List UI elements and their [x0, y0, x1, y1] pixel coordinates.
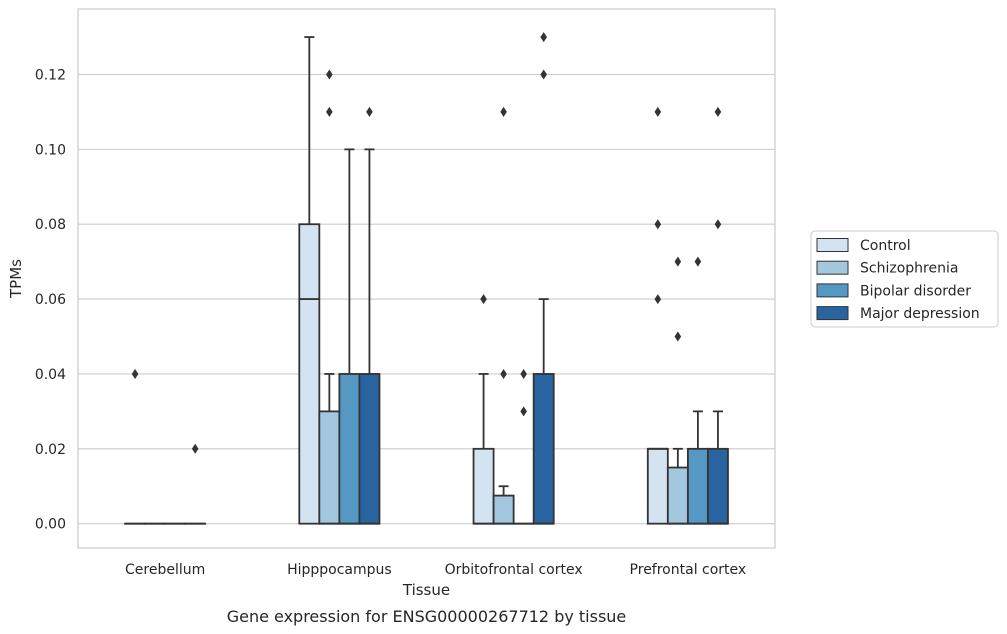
- series-boxes: [144, 69, 689, 525]
- x-tick-label: Cerebellum: [125, 562, 205, 578]
- x-tick-label: Orbitofrontal cortex: [445, 562, 583, 578]
- box-plot-item: [492, 106, 515, 525]
- box-plot-item: [184, 443, 207, 525]
- box-plot-item: [707, 106, 729, 525]
- x-axis-title: Tissue: [402, 581, 450, 599]
- y-tick-label: 0.10: [35, 142, 66, 158]
- outlier-point: [674, 256, 682, 267]
- box-plot-item: [532, 32, 555, 525]
- outlier-point: [520, 368, 527, 379]
- legend-frame: [810, 230, 999, 328]
- box: [646, 447, 669, 525]
- box-plot-item: [646, 106, 669, 525]
- box-plot-item: [318, 69, 341, 525]
- outlier-point: [326, 69, 333, 80]
- x-tick-label: Prefrontal cortex: [630, 562, 747, 578]
- outlier-point: [714, 106, 722, 117]
- outlier-point: [191, 443, 199, 454]
- outlier-point: [654, 106, 662, 117]
- legend-swatch: [816, 283, 849, 298]
- outlier-point: [500, 368, 507, 379]
- outlier-point: [674, 331, 682, 342]
- box-groups: [124, 32, 729, 525]
- outlier-point: [694, 256, 702, 267]
- series-boxes: [124, 36, 669, 525]
- outlier-point: [520, 406, 527, 417]
- legend-swatch: [816, 306, 849, 321]
- figure-caption: Gene expression for ENSG00000267712 by t…: [227, 607, 627, 626]
- legend: Control Schizophrenia Bipolar disorder Majo…: [810, 230, 999, 328]
- y-tick-label: 0.12: [35, 68, 66, 84]
- box: [686, 447, 709, 525]
- legend-label: Schizophrenia: [860, 261, 958, 277]
- outlier-point: [500, 106, 507, 117]
- y-axis: 0.00 0.02 0.04 0.06 0.08 0.10 0.12: [35, 68, 66, 533]
- legend-label: Bipolar disorder: [860, 283, 971, 299]
- box: [666, 466, 689, 525]
- box: [492, 494, 515, 525]
- box: [472, 447, 495, 525]
- box-plot-item: [298, 36, 321, 525]
- y-tick-label: 0.02: [35, 442, 66, 458]
- outlier-point: [480, 294, 487, 305]
- outlier-point: [540, 69, 547, 80]
- box: [532, 373, 555, 525]
- box-plot-item: [472, 294, 495, 525]
- box: [318, 410, 341, 525]
- series-boxes: [164, 148, 709, 525]
- outlier-point: [366, 106, 373, 117]
- legend-swatch: [816, 238, 849, 252]
- box: [358, 373, 381, 525]
- plot-frame: [77, 8, 776, 549]
- y-axis-title: TPMs: [7, 259, 25, 299]
- y-tick-label: 0.04: [35, 367, 66, 383]
- box-plot-item: [358, 106, 381, 525]
- box: [707, 447, 729, 525]
- series-boxes: [184, 32, 729, 525]
- box: [298, 223, 321, 525]
- box: [338, 373, 361, 525]
- box-plot-item: [666, 256, 689, 525]
- legend-swatch: [816, 260, 849, 275]
- y-tick-label: 0.00: [35, 517, 66, 533]
- outlier-point: [654, 294, 662, 305]
- outlier-point: [714, 219, 722, 230]
- outlier-point: [326, 106, 333, 117]
- x-axis: Cerebellum Hipppocampus Orbitofrontal cort…: [125, 562, 746, 578]
- y-tick-label: 0.08: [35, 217, 66, 233]
- y-tick-label: 0.06: [35, 292, 66, 308]
- outlier-point: [131, 368, 139, 379]
- outlier-point: [654, 219, 662, 230]
- x-tick-label: Hipppocampus: [287, 562, 392, 578]
- outlier-point: [540, 32, 547, 43]
- legend-label: Control: [860, 238, 911, 254]
- legend-label: Major depression: [860, 306, 980, 322]
